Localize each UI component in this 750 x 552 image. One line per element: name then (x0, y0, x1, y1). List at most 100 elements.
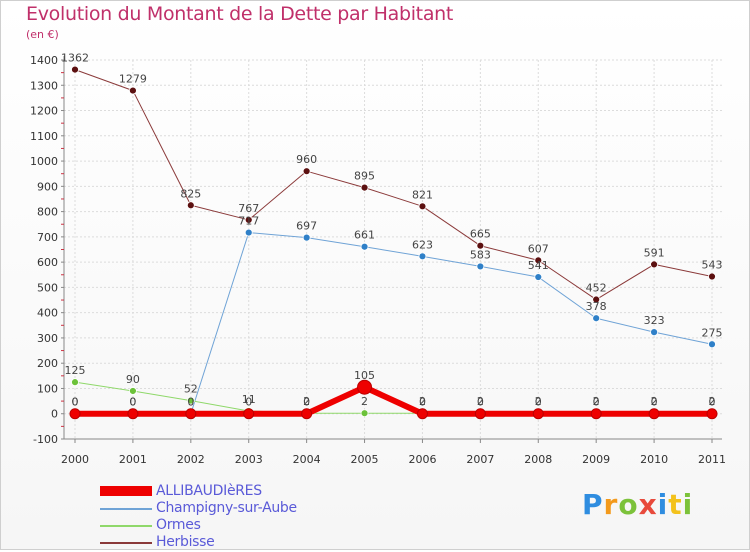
data-point (476, 262, 485, 271)
x-tick-label: 2008 (524, 453, 552, 466)
legend-label-herbisse: Herbisse (156, 534, 215, 550)
data-label: 2 (419, 395, 426, 408)
data-label: 895 (354, 170, 375, 183)
x-tick-label: 2006 (408, 453, 436, 466)
y-tick-label: 100 (37, 382, 58, 395)
data-label: 452 (586, 282, 607, 295)
chart-title: Evolution du Montant de la Dette par Hab… (26, 3, 454, 25)
logo-letter: t (668, 488, 683, 521)
data-label: 0 (535, 396, 542, 409)
data-label: 0 (303, 396, 310, 409)
x-tick-label: 2001 (119, 453, 147, 466)
data-point (532, 408, 544, 420)
series-line (75, 384, 712, 417)
data-point (590, 408, 602, 420)
y-tick-label: 200 (37, 357, 58, 370)
data-label: 2 (303, 395, 310, 408)
data-point (418, 252, 427, 261)
legend-swatch-herbisse (100, 542, 152, 544)
data-point (357, 379, 373, 395)
data-label: 2 (593, 395, 600, 408)
data-point (244, 228, 253, 237)
legend: ALLIBAUDIèRES Champigny-sur-Aube Ormes H… (100, 483, 360, 552)
data-label: 543 (702, 259, 723, 272)
data-label: 2 (709, 395, 716, 408)
data-label: 0 (129, 396, 136, 409)
data-point (708, 272, 716, 281)
logo-letter: r (603, 488, 619, 521)
data-point (416, 408, 428, 420)
data-label: 125 (65, 364, 86, 377)
data-point (360, 242, 369, 251)
data-label: 0 (245, 396, 252, 409)
data-label: 0 (709, 396, 716, 409)
data-point (69, 408, 81, 420)
data-point (129, 86, 137, 95)
data-point (186, 396, 195, 405)
x-tick-label: 2002 (177, 453, 205, 466)
data-point (592, 295, 601, 304)
data-point (71, 378, 79, 387)
logo-letter: i (682, 488, 694, 521)
x-tick-label: 2009 (582, 453, 610, 466)
data-point (71, 65, 79, 74)
data-label: 665 (470, 228, 491, 241)
data-label: 767 (238, 202, 259, 215)
y-tick-label: 700 (37, 231, 58, 244)
data-point (476, 241, 485, 250)
line-chart: -100010020030040050060070080090010001100… (30, 52, 726, 466)
data-point (534, 256, 543, 265)
x-tick-label: 2010 (640, 453, 668, 466)
data-label: 661 (354, 229, 375, 242)
data-label: 1279 (119, 73, 147, 86)
y-tick-label: 1300 (30, 79, 58, 92)
y-tick-label: 800 (37, 206, 58, 219)
series-line (75, 232, 713, 415)
chart-subtitle: (en €) (26, 28, 59, 41)
data-point (127, 408, 139, 420)
x-tick-label: 2003 (235, 453, 263, 466)
y-tick-label: 400 (37, 307, 58, 320)
y-tick-label: 900 (37, 180, 58, 193)
data-label: 623 (412, 238, 433, 251)
data-point (186, 201, 195, 210)
data-label: 0 (129, 396, 136, 409)
data-label: 0 (419, 396, 426, 409)
series-line (74, 69, 713, 301)
y-tick-label: 0 (51, 408, 58, 421)
data-label: 717 (238, 215, 259, 228)
data-point (243, 408, 255, 420)
data-point (474, 408, 486, 420)
data-point (302, 233, 311, 242)
data-label: 0 (72, 396, 79, 409)
data-label: 2 (535, 395, 542, 408)
legend-label-ormes: Ormes (156, 517, 201, 533)
data-label: 607 (528, 242, 549, 255)
logo-letter: P (582, 488, 604, 521)
proxiti-logo: Proxiti (582, 488, 693, 521)
logo-letter: o (618, 488, 639, 521)
data-point (185, 408, 197, 420)
data-label: 0 (477, 396, 484, 409)
logo-letter: x (638, 488, 658, 521)
data-label: 0 (651, 396, 658, 409)
legend-item-herbisse: Herbisse (100, 534, 360, 552)
data-label: 2 (651, 395, 658, 408)
data-point (360, 183, 369, 192)
x-tick-label: 2000 (61, 453, 89, 466)
data-label: 591 (644, 246, 665, 259)
x-tick-label: 2005 (351, 453, 379, 466)
data-label: 1362 (61, 52, 89, 65)
y-tick-label: 1200 (30, 105, 58, 118)
x-tick-label: 2004 (293, 453, 321, 466)
data-label: 583 (470, 248, 491, 261)
legend-item-champigny: Champigny-sur-Aube (100, 500, 360, 518)
data-point (129, 387, 137, 395)
data-point (301, 408, 313, 420)
data-label: 0 (187, 396, 194, 409)
data-label: 697 (296, 220, 317, 233)
y-tick-label: 1400 (30, 54, 58, 67)
data-label: 0 (593, 396, 600, 409)
data-point (650, 328, 658, 337)
